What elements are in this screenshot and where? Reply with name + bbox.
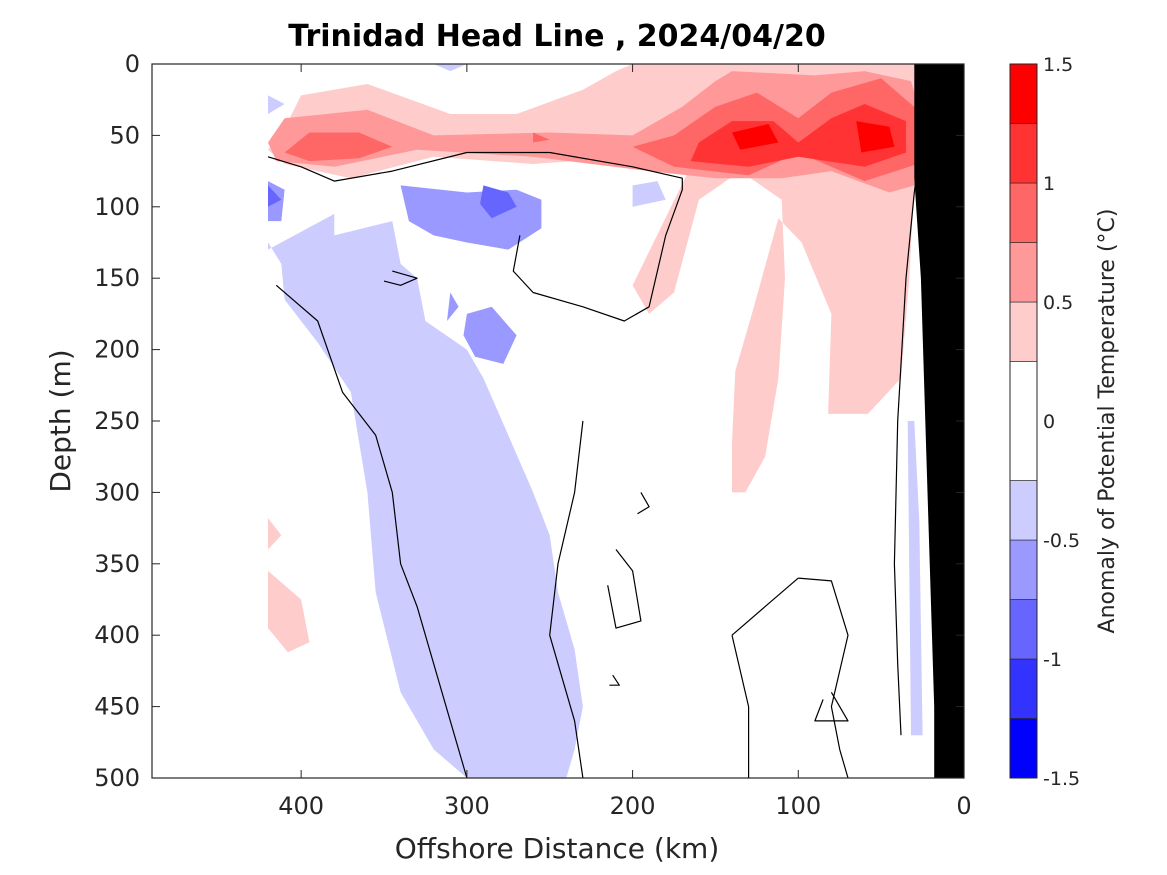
colorbar-swatch-6 bbox=[1009, 301, 1038, 362]
colorbar-tick-label-5: 1 bbox=[1043, 173, 1055, 195]
colorbar-tick-label-0: -1.5 bbox=[1043, 768, 1080, 790]
anomaly-region-12 bbox=[433, 64, 467, 72]
y-tick-label-4: 200 bbox=[94, 336, 140, 364]
colorbar-tick-label-6: 1.5 bbox=[1043, 54, 1073, 76]
y-tick-label-2: 100 bbox=[94, 193, 140, 221]
y-tick-label-7: 350 bbox=[94, 550, 140, 578]
colorbar: -1.5 -1 -0.5 0 0.5 1 1.5 bbox=[1009, 54, 1080, 790]
y-tick-label-6: 300 bbox=[94, 478, 140, 506]
x-axis-label: Offshore Distance (km) bbox=[395, 832, 720, 865]
anomaly-region-8 bbox=[732, 124, 779, 150]
zero-contour-line-3 bbox=[607, 549, 642, 629]
y-tick-label-5: 250 bbox=[94, 407, 140, 435]
x-tick-label-0: 400 bbox=[278, 792, 324, 820]
colorbar-swatch-3 bbox=[1009, 539, 1038, 600]
anomaly-region-18 bbox=[447, 292, 459, 321]
colorbar-frame bbox=[1009, 63, 1038, 779]
anomaly-region-10 bbox=[268, 181, 583, 779]
anomaly-region-17 bbox=[463, 306, 517, 364]
x-tick-label-3: 100 bbox=[775, 792, 821, 820]
zero-contour-line-10 bbox=[893, 121, 924, 736]
contour-fill-layer bbox=[268, 64, 935, 779]
x-tick-label-2: 200 bbox=[610, 792, 656, 820]
chart-title: Trinidad Head Line , 2024/04/20 bbox=[288, 19, 825, 54]
colorbar-swatch-10 bbox=[1009, 63, 1038, 124]
x-tick-label-1: 300 bbox=[444, 792, 490, 820]
colorbar-tick-label-1: -1 bbox=[1043, 649, 1062, 671]
y-tick-label-3: 150 bbox=[94, 264, 140, 292]
colorbar-swatch-2 bbox=[1009, 599, 1038, 660]
zero-contour-line-11 bbox=[383, 270, 418, 286]
anomaly-region-19 bbox=[480, 185, 517, 219]
colorbar-swatch-5 bbox=[1009, 361, 1038, 481]
zero-contour-lines bbox=[267, 121, 924, 779]
zero-contour-line-2 bbox=[549, 420, 584, 779]
y-axis-ticks: 0 50 100 150 200 250 300 350 400 450 500 bbox=[94, 50, 964, 792]
colorbar-swatch-0 bbox=[1009, 718, 1038, 779]
y-axis-label: Depth (m) bbox=[44, 349, 77, 492]
anomaly-region-11 bbox=[268, 95, 285, 114]
colorbar-swatch-4 bbox=[1009, 480, 1038, 541]
anomaly-region-4 bbox=[284, 132, 393, 162]
y-tick-label-9: 450 bbox=[94, 693, 140, 721]
zero-contour-line-1 bbox=[275, 284, 468, 779]
zero-contour-line-7 bbox=[731, 577, 799, 636]
land-mask bbox=[914, 64, 964, 778]
colorbar-swatch-1 bbox=[1009, 658, 1038, 719]
zero-contour-line-5 bbox=[609, 674, 620, 686]
colorbar-label: Anomaly of Potential Temperature (°C) bbox=[1095, 209, 1120, 634]
anomaly-region-1 bbox=[268, 518, 282, 550]
colorbar-tick-label-4: 0.5 bbox=[1043, 292, 1073, 314]
x-tick-label-4: 0 bbox=[956, 792, 971, 820]
land-bathymetry bbox=[914, 64, 964, 778]
colorbar-swatch-9 bbox=[1009, 123, 1038, 184]
anomaly-region-7 bbox=[690, 104, 906, 167]
colorbar-tick-label-3: 0 bbox=[1043, 411, 1055, 433]
anomaly-region-2 bbox=[268, 570, 310, 653]
colorbar-swatch-8 bbox=[1009, 182, 1038, 243]
anomaly-region-14 bbox=[907, 421, 923, 736]
anomaly-region-13 bbox=[632, 181, 666, 207]
zero-contour-line-8 bbox=[731, 635, 750, 778]
colorbar-swatch-7 bbox=[1009, 242, 1038, 303]
y-tick-label-0: 0 bbox=[125, 50, 140, 78]
anomaly-region-9 bbox=[856, 121, 895, 153]
anomaly-region-6 bbox=[533, 132, 550, 143]
colorbar-tick-label-2: -0.5 bbox=[1043, 530, 1080, 552]
y-tick-label-8: 400 bbox=[94, 621, 140, 649]
zero-contour-line-6 bbox=[798, 577, 849, 779]
zero-contour-line-9 bbox=[814, 691, 849, 722]
colorbar-swatches bbox=[1009, 63, 1038, 779]
anomaly-region-20 bbox=[268, 185, 282, 207]
x-axis-ticks: 400 300 200 100 0 bbox=[278, 64, 972, 820]
plot-area bbox=[151, 63, 965, 779]
y-tick-label-1: 50 bbox=[109, 121, 140, 149]
y-tick-label-10: 500 bbox=[94, 764, 140, 792]
colorbar-ticks: -1.5 -1 -0.5 0 0.5 1 1.5 bbox=[1043, 54, 1080, 790]
zero-contour-line-0 bbox=[267, 151, 683, 322]
zero-contour-line-4 bbox=[637, 492, 650, 515]
